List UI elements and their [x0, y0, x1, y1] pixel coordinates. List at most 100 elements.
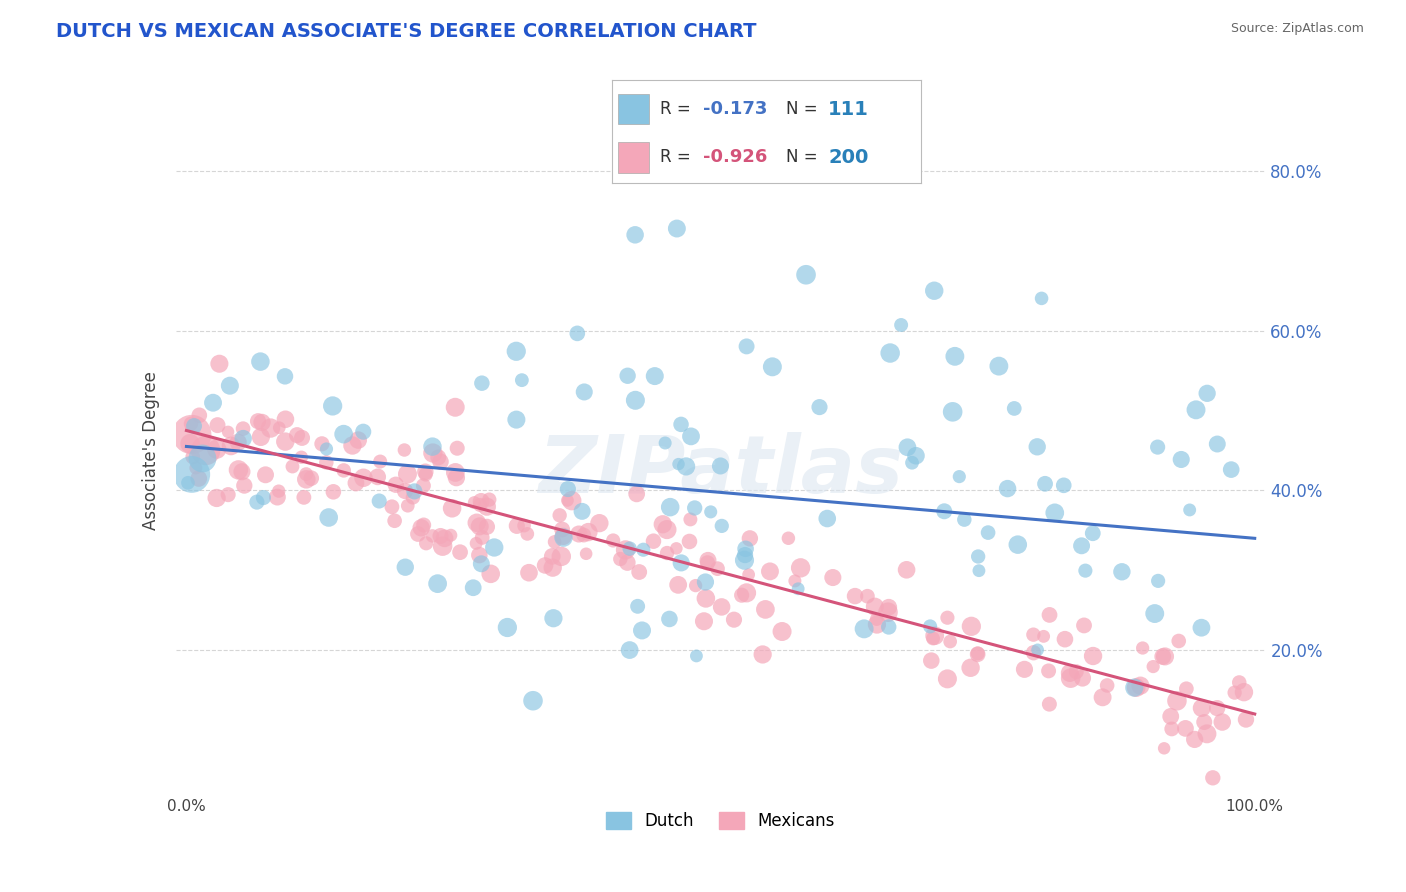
Point	[1143, 607, 1166, 621]
Point	[412, 479, 434, 493]
Point	[269, 421, 291, 435]
Point	[184, 461, 207, 475]
Point	[1185, 402, 1208, 417]
Point	[446, 441, 468, 455]
Point	[934, 504, 956, 518]
Point	[683, 500, 706, 515]
Point	[734, 548, 756, 562]
Point	[505, 344, 527, 359]
Point	[318, 510, 340, 524]
Point	[1146, 440, 1168, 454]
Point	[315, 455, 337, 469]
Point	[624, 227, 647, 242]
Point	[770, 624, 793, 639]
Point	[695, 574, 717, 589]
Text: Source: ZipAtlas.com: Source: ZipAtlas.com	[1230, 22, 1364, 36]
Point	[669, 417, 692, 432]
Point	[232, 432, 254, 446]
Point	[470, 494, 492, 508]
Legend: Dutch, Mexicans: Dutch, Mexicans	[599, 805, 842, 837]
Point	[669, 556, 692, 570]
Point	[967, 564, 990, 578]
Point	[550, 549, 572, 564]
Point	[470, 557, 492, 571]
Point	[429, 529, 451, 543]
Point	[977, 525, 1000, 540]
Point	[735, 339, 758, 353]
Point	[643, 534, 665, 549]
Point	[1059, 665, 1081, 680]
Point	[1026, 643, 1049, 657]
Point	[696, 556, 718, 570]
Point	[553, 529, 575, 543]
Point	[783, 574, 806, 588]
Point	[231, 465, 253, 479]
Point	[484, 541, 506, 555]
Point	[183, 419, 205, 434]
Point	[568, 527, 591, 541]
Point	[274, 412, 297, 426]
Point	[794, 268, 817, 282]
Point	[412, 518, 434, 533]
Point	[1071, 671, 1094, 685]
Point	[576, 525, 599, 540]
Point	[789, 561, 811, 575]
Point	[441, 501, 464, 516]
Point	[188, 409, 211, 423]
Point	[1053, 478, 1076, 492]
Point	[353, 471, 375, 485]
Point	[1070, 539, 1092, 553]
Point	[668, 457, 690, 471]
Point	[619, 643, 641, 657]
Point	[505, 412, 527, 426]
Point	[1220, 462, 1243, 476]
Point	[228, 463, 250, 477]
Point	[315, 442, 337, 456]
Point	[710, 599, 733, 614]
Point	[1132, 640, 1154, 655]
Point	[1178, 503, 1201, 517]
Point	[896, 563, 918, 577]
Point	[821, 570, 844, 584]
Point	[572, 528, 595, 542]
Point	[1234, 713, 1257, 727]
Point	[614, 543, 637, 558]
Point	[250, 416, 273, 430]
Point	[384, 514, 406, 528]
Point	[332, 427, 354, 442]
Point	[659, 500, 682, 515]
Point	[808, 400, 831, 414]
Point	[651, 517, 673, 532]
Point	[444, 466, 467, 480]
Point	[609, 552, 631, 566]
Point	[194, 443, 217, 458]
Point	[997, 482, 1019, 496]
Point	[187, 471, 209, 485]
Point	[1111, 565, 1133, 579]
Point	[936, 672, 959, 686]
Point	[561, 493, 583, 508]
Point	[761, 359, 783, 374]
Point	[205, 491, 228, 505]
Point	[1191, 701, 1213, 715]
Point	[1014, 662, 1036, 676]
Point	[274, 369, 297, 384]
Point	[685, 579, 707, 593]
Point	[619, 541, 641, 556]
Point	[936, 610, 959, 624]
Point	[853, 622, 876, 636]
Point	[471, 531, 494, 545]
Point	[710, 519, 733, 533]
Point	[311, 437, 333, 451]
Point	[959, 661, 981, 675]
Y-axis label: Associate's Degree: Associate's Degree	[142, 371, 160, 530]
Point	[1227, 675, 1250, 690]
Point	[541, 549, 564, 564]
Text: R =: R =	[659, 148, 696, 166]
Point	[557, 493, 579, 508]
Point	[551, 523, 574, 537]
Point	[966, 647, 988, 661]
Point	[967, 549, 990, 564]
Point	[396, 467, 419, 481]
Point	[465, 516, 488, 530]
